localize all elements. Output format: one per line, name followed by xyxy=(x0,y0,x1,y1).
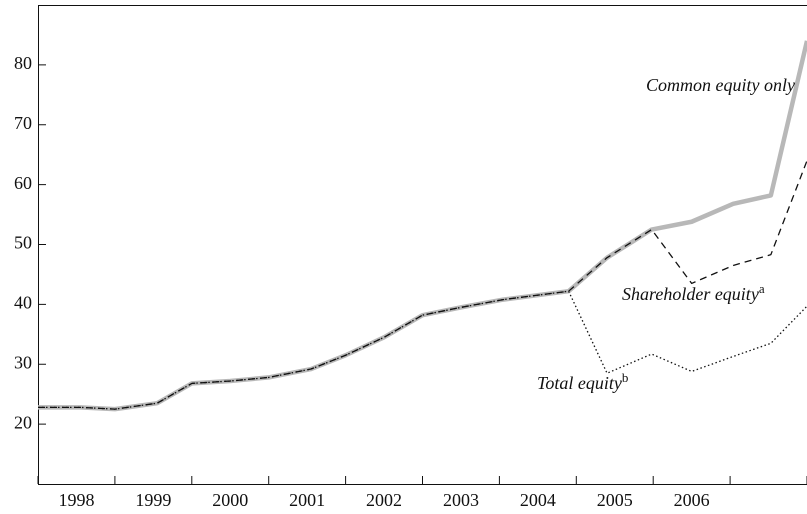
series-label: Total equityb xyxy=(537,370,628,393)
series-label-name: Common equity only xyxy=(646,75,795,95)
x-tick-label: 2001 xyxy=(289,490,325,510)
series-label-name: Total equity xyxy=(537,373,622,393)
series-label-note: a xyxy=(759,281,765,296)
x-tick-label: 1998 xyxy=(58,490,94,510)
y-tick-label: 80 xyxy=(14,53,32,73)
series-label: Shareholder equitya xyxy=(622,281,765,304)
y-tick-label: 60 xyxy=(14,173,32,193)
x-tick-label: 2005 xyxy=(597,490,633,510)
x-tick-label: 2004 xyxy=(520,490,556,510)
y-tick-label: 70 xyxy=(14,113,32,133)
y-tick-label: 40 xyxy=(14,293,32,313)
y-tick-label: 20 xyxy=(14,412,32,432)
x-tick-label: 1999 xyxy=(135,490,171,510)
series-line xyxy=(38,160,807,410)
y-tick-label: 30 xyxy=(14,352,32,372)
series-label-name: Shareholder equity xyxy=(622,284,759,304)
x-tick-label: 2000 xyxy=(212,490,248,510)
y-tick-label: 50 xyxy=(14,233,32,253)
x-tick-label: 2006 xyxy=(674,490,710,510)
series-label: Common equity only xyxy=(646,75,795,95)
series-label-note: b xyxy=(622,370,629,385)
series-line xyxy=(38,40,807,412)
series-line xyxy=(38,290,807,410)
x-tick-label: 2002 xyxy=(366,490,402,510)
x-tick-label: 2003 xyxy=(443,490,479,510)
